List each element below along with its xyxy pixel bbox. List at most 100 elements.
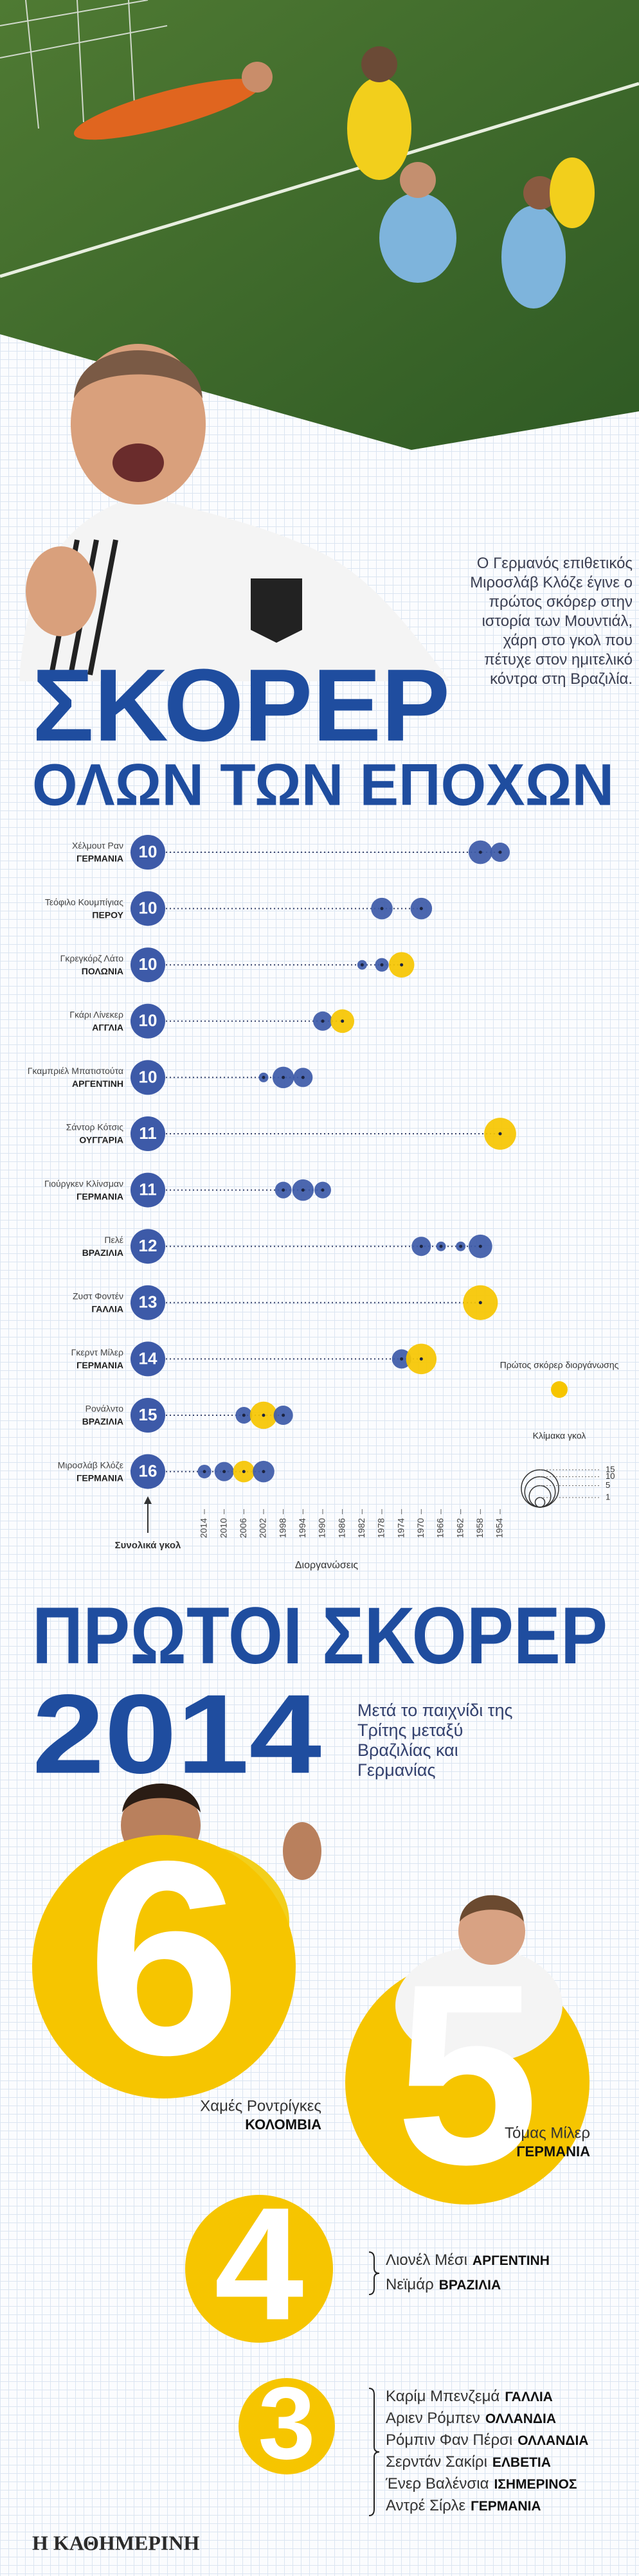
legend-top-dot <box>551 1381 568 1398</box>
player-country: ΓΑΛΛΙΑ <box>91 1304 123 1314</box>
total-circle <box>130 835 165 870</box>
total-label: 13 <box>139 1292 158 1312</box>
bubble-center <box>301 1188 305 1192</box>
player-name: Ρονάλντο <box>86 1404 124 1414</box>
total-circle <box>130 1003 165 1039</box>
x-tick-label: 1958 <box>474 1518 485 1538</box>
bubble-center <box>419 907 423 911</box>
muller-hair <box>460 1895 524 1922</box>
x-tick-label: 2010 <box>218 1518 228 1538</box>
bubble-center <box>262 1470 266 1474</box>
player-country: ΒΡΑΖΙΛΙΑ <box>82 1417 123 1427</box>
goal-circle <box>239 2378 335 2474</box>
bubble-center <box>341 1019 345 1023</box>
x-tick-label: 1978 <box>376 1518 386 1538</box>
total-circle <box>130 1060 165 1095</box>
player-country: ΟΥΓΓΑΡΙΑ <box>79 1135 123 1145</box>
player-name: Τεόφιλο Κουμπίγιας <box>45 897 123 907</box>
bubble-center <box>282 1075 285 1079</box>
total-label: 11 <box>139 1179 157 1199</box>
player-name: Σερντάν Σακίρι <box>386 2453 487 2471</box>
player-country: ΒΡΑΖΙΛΙΑ <box>82 1248 123 1258</box>
field-line <box>0 82 639 278</box>
subtitle: ΟΛΩΝ ΤΩΝ ΕΠΟΧΩΝ <box>32 752 614 818</box>
muller-head <box>458 1898 525 1965</box>
player-line: Νεϊμάρ ΒΡΑΖΙΛΙΑ <box>386 2276 501 2293</box>
bubble-center <box>498 850 502 854</box>
goal-number: 4 <box>214 2174 303 2354</box>
bubble-center <box>321 1188 325 1192</box>
player-name: Χέλμουτ Ραν <box>72 841 123 851</box>
total-label: 10 <box>139 954 158 974</box>
x-tick-label: 2006 <box>238 1518 248 1538</box>
player-name: Τόμας Μίλερ <box>505 2124 590 2142</box>
bubble-center <box>419 1357 423 1361</box>
footer: Η ΚΑΘΗΜΕΡΙΝΗ <box>32 2531 199 2554</box>
x-tick-label: 2002 <box>258 1518 268 1538</box>
player-name: Καρίμ Μπενζεμά <box>386 2388 500 2405</box>
bubble-center <box>262 1413 266 1417</box>
goal-number: 6 <box>87 1804 240 2113</box>
player-country: ΠΕΡΟΥ <box>92 909 123 920</box>
bubble-center <box>380 907 384 911</box>
y-axis-label: Συνολικά γκολ <box>115 1540 181 1551</box>
x-axis-label: Διοργανώσεις <box>295 1560 359 1571</box>
goal-circle <box>185 2195 333 2343</box>
player-line: Ένερ Βαλένσια ΙΣΗΜΕΡΙΝΟΣ <box>385 2475 577 2492</box>
total-label: 10 <box>139 842 158 861</box>
player-name: Γκαμπριέλ Μπατιστούτα <box>28 1066 123 1076</box>
x-tick-label: 1986 <box>336 1518 346 1538</box>
bubble-center <box>242 1413 246 1417</box>
player-country: ΚΟΛΟΜΒΙΑ <box>245 2116 321 2133</box>
player-name: Χαμές Ροντρίγκες <box>200 2097 321 2115</box>
size-legend-circle <box>528 1485 552 1508</box>
brace <box>368 2251 380 2295</box>
player-country: ΓΕΡΜΑΝΙΑ <box>76 1360 123 1370</box>
player-line: Λιονέλ Μέσι ΑΡΓΕΝΤΙΝΗ <box>386 2251 550 2269</box>
total-label: 15 <box>139 1405 158 1424</box>
bubble-center <box>321 1019 325 1023</box>
player-country: ΓΕΡΜΑΝΙΑ <box>76 1472 123 1483</box>
total-circle <box>130 1454 165 1489</box>
section-year: 2014 <box>32 1672 321 1797</box>
muller-body <box>395 1947 562 2063</box>
x-tick-label: 1954 <box>494 1518 505 1538</box>
total-circle <box>130 1116 165 1151</box>
player-country: ΕΛΒΕΤΙΑ <box>492 2455 551 2470</box>
bubble-center <box>478 850 482 854</box>
total-circle <box>130 891 165 926</box>
goal-number: 5 <box>396 1931 539 2218</box>
x-tick-label: 2014 <box>199 1518 209 1538</box>
bubble-center <box>222 1470 226 1474</box>
player-country: ΓΕΡΜΑΝΙΑ <box>76 1191 123 1201</box>
size-legend-circle <box>524 1476 556 1508</box>
bubble-center <box>301 1075 305 1079</box>
player-name: Γκρεγκόρζ Λάτο <box>60 953 124 963</box>
portrait <box>19 344 450 681</box>
player-name: Αριεν Ρόμπεν <box>386 2410 480 2427</box>
bubble-center <box>400 963 404 967</box>
player-country: ΑΡΓΕΝΤΙΝΗ <box>473 2253 550 2268</box>
player-country: ΑΓΓΛΙΑ <box>92 1023 123 1033</box>
player-name: Μιροσλάβ Κλόζε <box>58 1460 123 1470</box>
player-name: Αντρέ Σίρλε <box>386 2497 465 2514</box>
player-country: ΓΕΡΜΑΝΙΑ <box>471 2499 541 2514</box>
x-tick-label: 1998 <box>277 1518 287 1538</box>
player-line: Καρίμ Μπενζεμά ΓΑΛΛΙΑ <box>386 2388 553 2405</box>
bubble-center <box>242 1470 246 1474</box>
player-country: ΓΑΛΛΙΑ <box>505 2390 553 2404</box>
player-name: Σάντορ Κότσις <box>66 1122 124 1132</box>
size-legend-label: 1 <box>606 1492 610 1501</box>
x-tick-label: 1974 <box>395 1518 406 1538</box>
legend-top-scorer: Πρώτος σκόρερ διοργάνωσης <box>500 1360 619 1370</box>
total-circle <box>130 1172 165 1208</box>
bubble-center <box>380 963 384 967</box>
player-country: ΓΕΡΜΑΝΙΑ <box>76 854 123 864</box>
player-country: ΙΣΗΜΕΡΙΝΟΣ <box>494 2477 577 2492</box>
total-circle <box>130 1285 165 1320</box>
james-hair <box>122 1784 201 1812</box>
player-name: Πελέ <box>104 1235 123 1245</box>
x-tick-label: 1966 <box>435 1518 446 1538</box>
